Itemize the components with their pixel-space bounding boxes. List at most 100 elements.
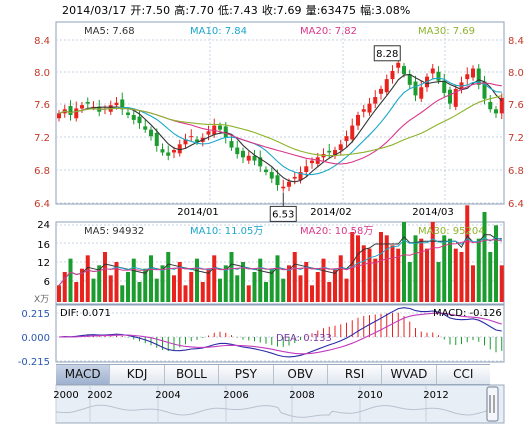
- quote-date: 2014/03/17: [62, 4, 127, 17]
- candle-body: [177, 144, 182, 154]
- candle-body: [488, 101, 493, 110]
- volume-bar: [292, 252, 297, 302]
- date-axis-label: 2014/02: [310, 207, 352, 218]
- volume-axis-label: 12: [37, 258, 50, 269]
- high-marker-label: 8.28: [376, 49, 398, 60]
- quote-header: 2014/03/17 开:7.50 高:7.70 低:7.43 收:7.69 量:6347…: [62, 2, 414, 18]
- high-marker-box: [373, 45, 401, 62]
- volume-bar: [344, 278, 349, 302]
- candle-body: [338, 144, 343, 151]
- indicator-tab-bar: MACD KDJ BOLL PSY OBV RSI WVAD CCI: [56, 364, 490, 385]
- volume-bar: [465, 205, 470, 302]
- price-axis-right-label: 8.4: [508, 36, 524, 47]
- volume-bar: [166, 252, 171, 302]
- volume-bar: [442, 235, 447, 302]
- volume-bar: [177, 262, 182, 302]
- candle-body: [448, 89, 452, 104]
- candle-body: [453, 88, 458, 107]
- candle-body: [275, 175, 280, 186]
- candle-body: [373, 97, 378, 104]
- low-marker-label: 6.53: [272, 209, 294, 220]
- candle-body: [281, 186, 286, 189]
- candle-body: [189, 136, 194, 138]
- volume-ma-line: [58, 236, 503, 286]
- candle-body: [206, 131, 211, 135]
- volume-bar: [149, 255, 153, 302]
- indicator-tab-kdj[interactable]: KDJ: [110, 365, 165, 384]
- volume-bar: [126, 272, 130, 302]
- timeline-year-label: 2004: [155, 390, 180, 401]
- volume-bar: [275, 255, 280, 302]
- candle-body: [333, 150, 337, 156]
- volume-bar: [488, 252, 493, 302]
- price-axis-left-label: 8.4: [34, 36, 50, 47]
- candle-body: [379, 88, 383, 94]
- volume-bar: [206, 268, 211, 302]
- volume-bar: [143, 268, 148, 302]
- volume-bar: [390, 245, 395, 302]
- ma30-line: [58, 94, 502, 157]
- macd-dea-line: [58, 312, 502, 355]
- candle-body: [57, 113, 61, 119]
- timeline-year-label: 2006: [223, 390, 248, 401]
- volume-bar: [200, 282, 205, 302]
- volume-bar: [120, 285, 125, 302]
- volume-bar: [131, 258, 136, 302]
- candle-body: [154, 132, 159, 146]
- volume-bar: [183, 285, 188, 302]
- volume-bar: [430, 222, 435, 302]
- timeline-year-label: 2002: [87, 390, 112, 401]
- candle-body: [120, 99, 125, 110]
- quote-high: 高:7.70: [174, 4, 215, 17]
- candle-body: [149, 129, 153, 137]
- indicator-tab-psy[interactable]: PSY: [219, 365, 274, 384]
- timeline-year-label: 2008: [289, 390, 314, 401]
- volume-bar: [315, 272, 320, 302]
- candle-body: [137, 116, 142, 124]
- volume-bar: [91, 278, 96, 302]
- quote-volume: 量:63475: [305, 4, 357, 17]
- candle-body: [126, 112, 130, 115]
- candle-body: [367, 103, 372, 113]
- indicator-tab-cci[interactable]: CCI: [453, 367, 474, 381]
- candle-body: [241, 150, 245, 158]
- price-axis-right-label: 6.8: [508, 166, 524, 177]
- macd-axis-label: 0.215: [21, 309, 50, 320]
- volume-bar: [74, 282, 79, 302]
- volume-unit-label: X万: [34, 295, 49, 305]
- volume-bar: [361, 245, 366, 302]
- volume-bar: [413, 235, 418, 302]
- volume-bar: [218, 278, 222, 302]
- volume-bar: [471, 265, 475, 302]
- volume-bar: [189, 272, 194, 302]
- candle-body: [419, 87, 424, 99]
- volume-bar: [419, 238, 424, 302]
- timeline-range-handle[interactable]: [486, 386, 499, 422]
- indicator-tab-boll[interactable]: BOLL: [165, 365, 220, 384]
- timeline-navigator[interactable]: 2000 2002 2004 2006 2008 2010 2012: [53, 384, 505, 424]
- macd-dif-line: [58, 307, 502, 358]
- candle-body: [114, 102, 119, 106]
- candle-body: [160, 149, 165, 153]
- candle-body: [390, 70, 395, 80]
- price-axis-left-label: 7.2: [34, 133, 50, 144]
- candle-body: [80, 105, 84, 109]
- volume-bar: [327, 282, 332, 302]
- macd-dea-label: DEA: 0.133: [276, 333, 332, 344]
- candle-body: [499, 97, 504, 114]
- volume-ma-legend-label: MA20: 10.58万: [300, 226, 373, 237]
- candle-body: [68, 106, 73, 115]
- volume-ma-legend-label: MA10: 11.05万: [190, 226, 263, 237]
- volume-bar: [223, 265, 228, 302]
- volume-ma-line: [58, 239, 502, 286]
- volume-bar: [97, 265, 102, 302]
- volume-bar: [252, 272, 257, 302]
- indicator-tab-macd[interactable]: MACD: [56, 365, 111, 384]
- volume-bar: [114, 262, 119, 302]
- indicator-tab-obv[interactable]: OBV: [274, 365, 328, 384]
- volume-bar: [235, 275, 240, 302]
- indicator-tab-wvad[interactable]: WVAD: [382, 365, 437, 384]
- indicator-tab-rsi[interactable]: RSI: [328, 365, 383, 384]
- macd-value-label: MACD: -0.126: [433, 308, 502, 319]
